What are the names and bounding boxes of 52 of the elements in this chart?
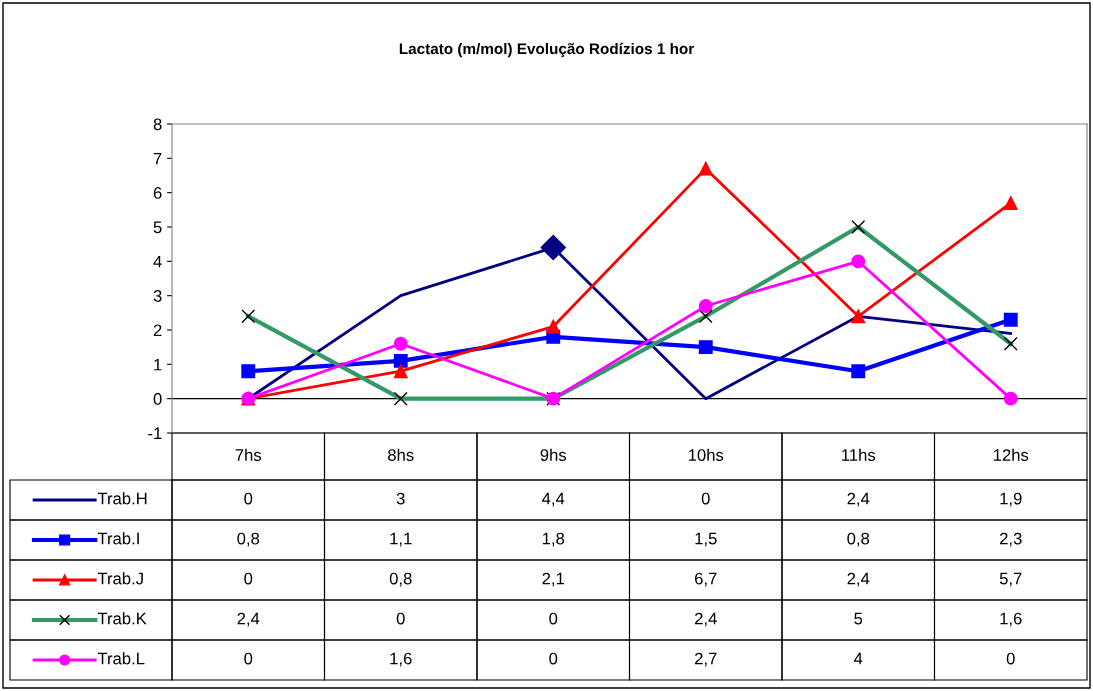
chart-title: Lactato (m/mol) Evolução Rodízios 1 hor	[399, 42, 694, 58]
x-tick-label: 8hs	[388, 448, 414, 461]
data-label: 4,4	[542, 492, 565, 507]
data-label: 0	[1006, 652, 1015, 665]
y-tick-label: 7	[153, 152, 162, 165]
y-tick-label: 5	[153, 221, 162, 234]
data-label: 2,4	[847, 572, 870, 587]
data-label: 2,3	[1000, 532, 1022, 547]
data-label: 5,7	[999, 572, 1022, 587]
data-label: 1,6	[390, 652, 412, 667]
data-label: 2,7	[695, 652, 717, 667]
legend-label: Trab.K	[97, 612, 147, 625]
x-tick-label: 10hs	[688, 448, 724, 461]
data-label: 6,7	[695, 572, 717, 587]
y-tick-label: 4	[153, 255, 162, 268]
data-label: 0	[396, 612, 405, 625]
legend-label: Trab.J	[97, 572, 143, 585]
legend-label: Trab.I	[97, 532, 139, 545]
x-tick-label: 11hs	[842, 448, 876, 461]
data-label: 1,1	[390, 532, 412, 547]
y-tick-label: 2	[153, 324, 162, 337]
y-tick-label: 8	[153, 118, 162, 131]
data-label: 0,8	[237, 532, 260, 547]
y-tick-label: 1	[154, 358, 162, 371]
y-tick-label: 0	[153, 393, 162, 405]
x-tick-label: 7hs	[235, 448, 262, 461]
data-label: 4	[854, 652, 863, 665]
data-label: 2,1	[542, 572, 565, 587]
legend-label: Trab.H	[97, 492, 147, 505]
data-label: 2,4	[695, 612, 717, 627]
data-label: 1,8	[542, 532, 565, 547]
data-label: 2,4	[847, 492, 870, 507]
data-label: 5	[854, 612, 863, 625]
data-label: 1,5	[695, 532, 717, 547]
data-label: 0	[244, 652, 253, 665]
data-label: 2,4	[237, 612, 260, 627]
y-tick-label: 3	[153, 290, 162, 302]
y-tick-label: 6	[153, 187, 162, 199]
legend-label: Trab.L	[97, 652, 145, 665]
y-tick-label: -1	[148, 427, 162, 440]
x-tick-label: 12hs	[993, 448, 1029, 461]
data-label: 3	[396, 492, 405, 505]
x-tick-label: 9hs	[540, 448, 567, 461]
data-label: 0	[244, 492, 253, 505]
data-label: 1,9	[1000, 492, 1022, 507]
data-label: 0,8	[389, 572, 412, 587]
data-label: 0	[244, 572, 253, 585]
data-label: 1,6	[1000, 612, 1022, 627]
data-label: 0	[549, 612, 558, 625]
data-label: 0,8	[847, 532, 870, 547]
data-label: 0	[701, 492, 710, 505]
data-label: 0	[549, 652, 558, 665]
